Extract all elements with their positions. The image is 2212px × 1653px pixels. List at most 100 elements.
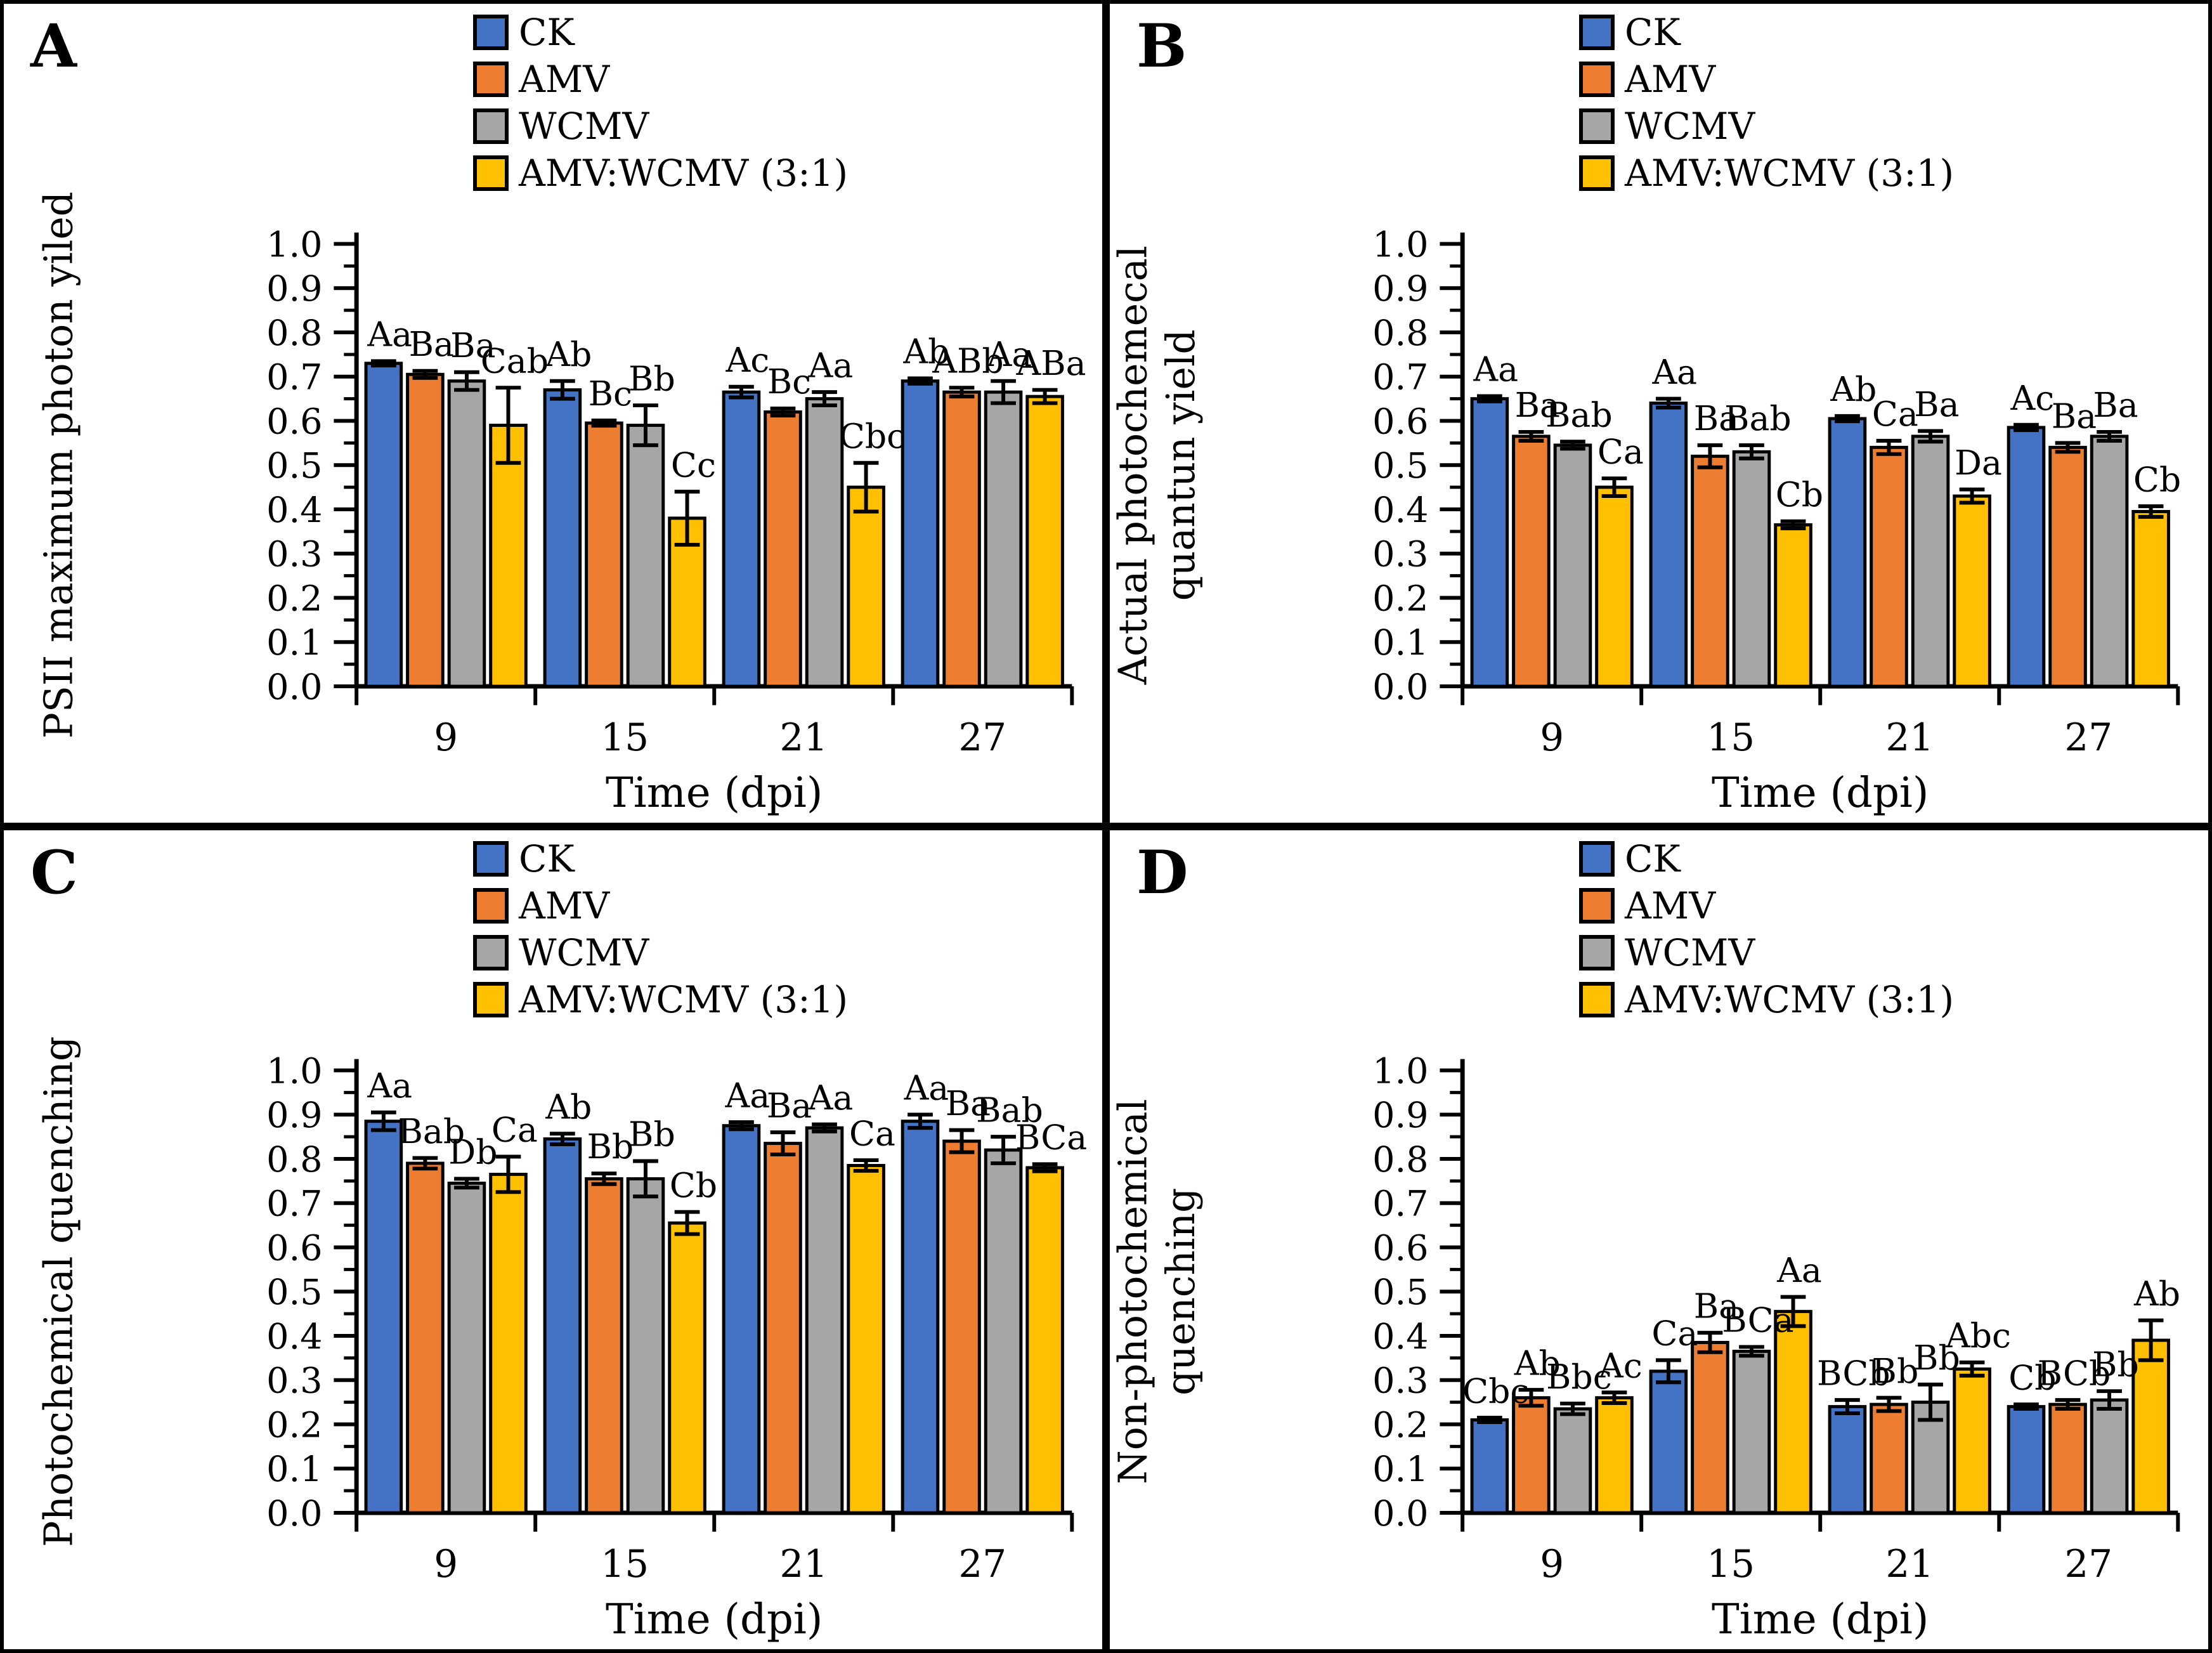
bar-AMV:WCMV (3:1) — [1025, 395, 1064, 688]
legend-swatch-icon — [473, 982, 509, 1017]
significance-letter: ABa — [1016, 343, 1086, 383]
bar-AMV — [406, 372, 445, 688]
legend-label: CK — [519, 11, 575, 54]
y-tick-label: 0.7 — [1372, 357, 1428, 398]
bar-AMV — [942, 390, 981, 688]
y-tick-label: 0.6 — [1372, 401, 1428, 442]
significance-letter: Aa — [367, 1066, 412, 1106]
legend-item: AMV:WCMV (3:1) — [473, 154, 848, 193]
significance-letter: Bab — [1724, 398, 1792, 438]
bar-AMV:WCMV (3:1) — [1595, 485, 1634, 688]
y-tick-label: 0.7 — [266, 1184, 322, 1225]
bar-WCMV — [2090, 434, 2129, 688]
legend-swatch-icon — [1579, 62, 1615, 97]
y-tick-label: 0.8 — [1372, 313, 1428, 354]
legend-label: CK — [1625, 11, 1681, 54]
x-tick-label: 21 — [1885, 716, 1934, 760]
bar-WCMV — [447, 379, 486, 688]
significance-letter: Aa — [808, 345, 854, 385]
legend-item: CK — [1579, 839, 1954, 879]
y-tick-label: 0.0 — [1372, 1493, 1428, 1534]
y-tick-label: 0.9 — [266, 268, 322, 310]
significance-letter: Ba — [767, 1085, 812, 1125]
significance-letter: Ba — [1515, 385, 1560, 425]
y-tick-label: 1.0 — [1372, 224, 1428, 265]
legend-label: AMV:WCMV (3:1) — [1625, 152, 1955, 195]
significance-letter: Aa — [808, 1078, 854, 1118]
y-axis-title-line: PSII maximum photon yiled — [36, 192, 81, 739]
bar-AMV — [764, 1142, 802, 1515]
significance-letter: Bb — [1872, 1351, 1919, 1391]
panel-letter-b: B — [1136, 11, 1187, 81]
panel-c: C CK AMV WCMV AMV:WCMV (3:1) 0.0 0.1 0.2 0.3 0.… — [0, 826, 1106, 1653]
y-tick-label: 0.7 — [1372, 1184, 1428, 1225]
significance-letter: Bab — [1545, 395, 1613, 435]
y-tick-label: 0.2 — [266, 578, 322, 619]
significance-letter: Ac — [2010, 378, 2055, 418]
significance-letter: Bc — [589, 374, 632, 414]
y-tick-label: 0.8 — [266, 1139, 322, 1180]
significance-letter: Cb — [670, 1165, 717, 1205]
legend-swatch-icon — [1579, 155, 1615, 191]
y-tick-label: 0.5 — [1372, 445, 1428, 487]
bar-AMV — [1512, 434, 1551, 688]
significance-letter: Bb — [587, 1127, 634, 1166]
significance-letter: Ab — [545, 334, 592, 374]
y-tick-label: 1.0 — [1372, 1050, 1428, 1092]
bar-AMV:WCMV (3:1) — [2131, 510, 2170, 688]
significance-letter: Aa — [1651, 352, 1697, 392]
y-tick-label: 1.0 — [266, 224, 322, 265]
legend-swatch-icon — [1579, 108, 1615, 144]
y-tick-label: 0.3 — [266, 1361, 322, 1402]
legend-item: WCMV — [1579, 933, 1954, 972]
legend-swatch-icon — [1579, 841, 1615, 877]
bar-AMV — [1870, 445, 1908, 688]
significance-letter: Cb — [1776, 474, 1823, 514]
significance-letter: Ca — [1597, 431, 1644, 471]
y-axis-title-line: Photochemical quenching — [36, 1036, 81, 1547]
bar-AMV — [1870, 1402, 1908, 1515]
significance-letter: Ba — [1694, 1286, 1739, 1326]
x-tick-label: 15 — [1707, 716, 1755, 760]
significance-letter: Aa — [725, 1075, 771, 1115]
y-tick-label: 0.2 — [266, 1404, 322, 1446]
legend-item: WCMV — [473, 107, 848, 146]
x-tick-label: 21 — [779, 1543, 828, 1586]
panel-c-chart: 0.00.10.20.30.40.50.60.70.80.91.0 9 15 21 27… — [36, 1036, 1087, 1644]
legend-swatch-icon — [1579, 15, 1615, 50]
x-tick-label: 21 — [779, 716, 828, 760]
legend-item: CK — [1579, 13, 1954, 52]
significance-letter: Abc — [1945, 1316, 2011, 1356]
significance-letter: BCb — [1817, 1353, 1890, 1393]
x-tick-label: 9 — [434, 1543, 458, 1586]
bar-AMV — [406, 1161, 445, 1515]
panel-letter-d: D — [1136, 838, 1188, 908]
bar-WCMV — [805, 1126, 844, 1515]
significance-letter: Ba — [450, 325, 495, 365]
significance-letter: Bbc — [1546, 1357, 1612, 1397]
y-tick-label: 0.5 — [266, 445, 322, 487]
x-tick-label: 15 — [601, 716, 649, 760]
significance-letter: Aa — [904, 1068, 949, 1108]
bar-AMV — [585, 421, 623, 688]
legend-swatch-icon — [1579, 935, 1615, 970]
significance-letter: Da — [1955, 443, 2002, 483]
bar-WCMV — [1732, 1349, 1771, 1515]
bar-CK — [1649, 1369, 1688, 1515]
x-tick-label: 27 — [958, 1543, 1006, 1586]
bar-AMV:WCMV (3:1) — [668, 1221, 706, 1515]
bar-CK — [2007, 1405, 2046, 1515]
bar-WCMV — [447, 1181, 486, 1515]
y-tick-label: 0.1 — [266, 622, 322, 663]
bar-CK — [1470, 1418, 1509, 1515]
significance-letter: Ab — [545, 1087, 592, 1127]
legend-item: AMV — [1579, 886, 1954, 925]
significance-letter: Ba — [1694, 398, 1739, 438]
x-tick-label: 27 — [2064, 716, 2112, 760]
bar-CK — [722, 1124, 761, 1515]
x-tick-label: 27 — [958, 716, 1006, 760]
legend: CK AMV WCMV AMV:WCMV (3:1) — [1579, 13, 1954, 193]
significance-letter: Ca — [1651, 1314, 1698, 1354]
x-tick-label: 21 — [1885, 1543, 1934, 1586]
panel-d-chart: 0.00.10.20.30.40.50.60.70.80.91.0 9 15 21 27… — [1110, 1050, 2181, 1643]
